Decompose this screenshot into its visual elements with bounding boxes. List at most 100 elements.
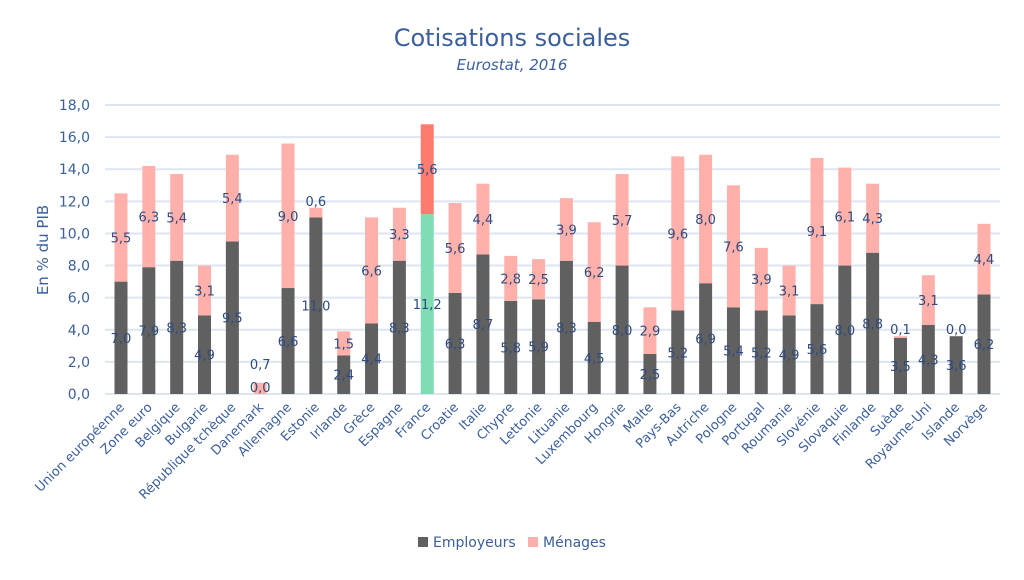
data-label: 2,8 bbox=[500, 272, 521, 287]
data-label: 8,0 bbox=[612, 324, 633, 339]
data-label: 8,3 bbox=[389, 321, 410, 336]
bar-menages bbox=[281, 143, 295, 289]
bar-employeurs bbox=[532, 299, 546, 394]
legend-swatch bbox=[528, 537, 538, 547]
bar-employeurs bbox=[977, 294, 991, 394]
data-label: 8,8 bbox=[862, 317, 883, 332]
bar-menages bbox=[671, 156, 685, 311]
data-label: 4,9 bbox=[779, 349, 800, 364]
y-tick-label: 16,0 bbox=[59, 130, 90, 146]
data-label: 6,2 bbox=[974, 338, 995, 353]
data-label: 2,9 bbox=[640, 325, 661, 340]
bar-menages bbox=[253, 382, 267, 394]
data-label: 2,4 bbox=[333, 369, 354, 384]
bar-menages bbox=[392, 207, 406, 261]
data-label: 5,6 bbox=[445, 242, 466, 257]
data-label: 0,0 bbox=[946, 323, 967, 338]
bar-employeurs bbox=[838, 265, 852, 394]
data-label: 6,6 bbox=[278, 335, 299, 350]
bar-employeurs bbox=[420, 214, 434, 394]
bar-employeurs bbox=[810, 304, 824, 394]
bar-employeurs bbox=[309, 217, 323, 394]
data-label: 3,9 bbox=[556, 223, 577, 238]
data-label: 3,6 bbox=[946, 359, 967, 374]
data-label: 3,9 bbox=[751, 273, 772, 288]
data-label: 0,1 bbox=[890, 323, 911, 338]
data-label: 5,5 bbox=[111, 231, 132, 246]
y-tick-label: 10,0 bbox=[59, 226, 90, 242]
data-label: 9,6 bbox=[667, 227, 688, 242]
data-label: 6,2 bbox=[584, 266, 605, 281]
data-label: 8,3 bbox=[166, 321, 187, 336]
bar-menages bbox=[726, 185, 740, 308]
legend-label: Ménages bbox=[543, 535, 606, 551]
data-label: 1,5 bbox=[333, 337, 354, 352]
legend-label: Employeurs bbox=[433, 535, 516, 551]
legend-swatch bbox=[418, 537, 428, 547]
bar-employeurs bbox=[392, 260, 406, 394]
data-label: 3,1 bbox=[194, 284, 215, 299]
bar-employeurs bbox=[170, 260, 184, 394]
data-label: 7,6 bbox=[723, 240, 744, 255]
bar-menages bbox=[225, 154, 239, 242]
data-label: 0,7 bbox=[250, 358, 271, 373]
data-label: 5,4 bbox=[723, 345, 744, 360]
bar-menages bbox=[114, 193, 128, 282]
bar-menages bbox=[142, 166, 156, 268]
data-label: 9,0 bbox=[278, 210, 299, 225]
y-axis-title: En % du PIB bbox=[34, 205, 52, 295]
y-tick-label: 2,0 bbox=[68, 355, 90, 371]
y-tick-label: 8,0 bbox=[68, 259, 90, 275]
bar-menages bbox=[782, 265, 796, 316]
data-label: 7,9 bbox=[138, 325, 159, 340]
bar-employeurs bbox=[699, 283, 713, 394]
bar-employeurs bbox=[587, 321, 601, 394]
data-label: 6,9 bbox=[695, 333, 716, 348]
data-label: 0,0 bbox=[250, 381, 271, 396]
bar-employeurs bbox=[893, 337, 907, 394]
bar-employeurs bbox=[615, 265, 629, 394]
bar-employeurs bbox=[114, 281, 128, 394]
bar-menages bbox=[977, 223, 991, 295]
data-label: 4,3 bbox=[918, 353, 939, 368]
y-tick-label: 14,0 bbox=[59, 162, 90, 178]
bar-employeurs bbox=[643, 353, 657, 394]
data-label: 4,3 bbox=[862, 212, 883, 227]
data-label: 8,7 bbox=[473, 318, 494, 333]
data-label: 3,5 bbox=[890, 360, 911, 375]
bar-menages bbox=[309, 207, 323, 218]
data-label: 3,1 bbox=[918, 294, 939, 309]
data-label: 5,8 bbox=[500, 341, 521, 356]
data-label: 4,4 bbox=[974, 253, 995, 268]
bar-employeurs bbox=[949, 336, 963, 394]
bar-menages bbox=[365, 217, 379, 324]
bar-employeurs bbox=[281, 288, 295, 394]
data-label: 5,6 bbox=[807, 343, 828, 358]
data-label: 5,2 bbox=[751, 346, 772, 361]
bar-employeurs bbox=[671, 310, 685, 394]
bar-employeurs bbox=[866, 252, 880, 394]
bar-menages bbox=[532, 259, 546, 300]
bar-menages bbox=[921, 275, 935, 325]
data-label: 8,0 bbox=[695, 213, 716, 228]
bar-menages bbox=[448, 202, 462, 293]
data-label: 4,4 bbox=[473, 213, 494, 228]
y-tick-label: 6,0 bbox=[68, 291, 90, 307]
bar-menages bbox=[476, 183, 490, 255]
data-label: 6,6 bbox=[361, 264, 382, 279]
bar-employeurs bbox=[559, 260, 573, 394]
data-label: 5,2 bbox=[667, 346, 688, 361]
data-label: 4,5 bbox=[584, 352, 605, 367]
data-label: 9,5 bbox=[222, 312, 243, 327]
bar-menages bbox=[643, 307, 657, 354]
bar-menages bbox=[866, 183, 880, 253]
bar-menages bbox=[337, 331, 351, 356]
bar-employeurs bbox=[782, 315, 796, 394]
data-label: 8,0 bbox=[834, 324, 855, 339]
data-label: 6,3 bbox=[138, 211, 159, 226]
bar-employeurs bbox=[754, 310, 768, 394]
bar-menages bbox=[615, 174, 629, 266]
bar-employeurs bbox=[142, 267, 156, 394]
bar-menages bbox=[893, 336, 907, 338]
data-label: 2,5 bbox=[640, 368, 661, 383]
